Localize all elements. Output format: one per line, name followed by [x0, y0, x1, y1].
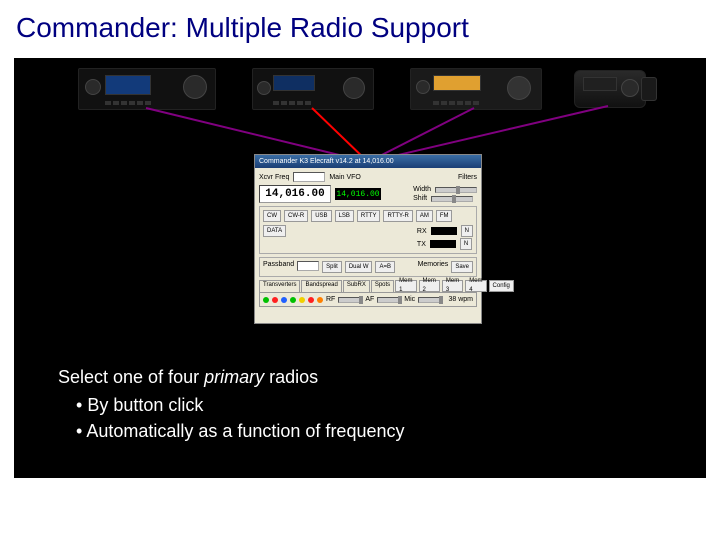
tx-field[interactable]: [430, 240, 456, 248]
led-red-2: [308, 297, 314, 303]
radio-4-knob: [621, 79, 639, 97]
mode-button[interactable]: USB: [311, 210, 331, 222]
rx-field[interactable]: [431, 227, 457, 235]
xcvr-freq-label: Xcvr Freq: [259, 174, 289, 181]
caption-bullets: By button click Automatically as a funct…: [76, 392, 405, 444]
n-button-2[interactable]: N: [460, 238, 472, 250]
radio-1-tuning-knob: [183, 75, 207, 99]
radio-4-mic: [641, 77, 657, 101]
mode-button[interactable]: RTTY: [357, 210, 381, 222]
width-slider[interactable]: [435, 187, 477, 193]
commander-window: Commander K3 Elecraft v14.2 at 14,016.00…: [254, 154, 482, 324]
ab-button[interactable]: A=B: [375, 261, 395, 273]
mem-button-2[interactable]: Mem 2: [419, 280, 440, 292]
caption-em: primary: [204, 367, 264, 387]
passband-label: Passband: [263, 261, 294, 273]
filters-label: Filters: [458, 174, 477, 181]
caption: Select one of four primary radios By but…: [58, 364, 405, 444]
shift-label: Shift: [413, 195, 427, 202]
slide-title: Commander: Multiple Radio Support: [16, 12, 469, 44]
radio-2: [252, 68, 374, 110]
slide: Commander: Multiple Radio Support: [0, 0, 720, 540]
radio-2-screen: [273, 75, 315, 91]
radio-3-screen: [433, 75, 481, 91]
config-button[interactable]: Config: [489, 280, 514, 292]
mode-button[interactable]: RTTY-R: [383, 210, 412, 222]
memories-label: Memories: [418, 261, 449, 273]
vfo-panel: Passband Split Dual W A=B Memories Save: [259, 257, 477, 277]
dual-button[interactable]: Dual W: [345, 261, 373, 273]
caption-bullet-1: By button click: [76, 392, 405, 418]
tx-label: TX: [417, 241, 426, 248]
af-label: AF: [365, 296, 374, 303]
radio-1-screen: [105, 75, 151, 95]
led-green: [263, 297, 269, 303]
led-blue: [281, 297, 287, 303]
xcvr-freq-field[interactable]: [293, 172, 325, 182]
rx-label: RX: [417, 228, 427, 235]
led-yellow: [299, 297, 305, 303]
radio-1-buttons: [105, 101, 151, 105]
radio-2-buttons: [273, 101, 311, 105]
radio-1-knob: [85, 79, 101, 95]
radio-4-screen: [583, 77, 617, 91]
split-button[interactable]: Split: [322, 261, 342, 273]
radio-1: [78, 68, 216, 110]
mode-button[interactable]: FM: [436, 210, 453, 222]
mic-label: Mic: [404, 296, 415, 303]
mem-button-4[interactable]: Mem 4: [465, 280, 486, 292]
mem-button-3[interactable]: Mem 3: [442, 280, 463, 292]
main-vfo-label: Main VFO: [329, 174, 361, 181]
radio-2-tuning-knob: [343, 77, 365, 99]
mode-button[interactable]: CW-R: [284, 210, 308, 222]
bottom-panel: RF AF Mic 38 wpm: [259, 292, 477, 307]
caption-post: radios: [264, 367, 318, 387]
commander-titlebar: Commander K3 Elecraft v14.2 at 14,016.00: [255, 155, 481, 168]
mode-button[interactable]: AM: [416, 210, 433, 222]
tab-subrx[interactable]: SubRX: [343, 280, 370, 292]
wpm-label: 38 wpm: [448, 296, 473, 303]
radio-3-buttons: [433, 101, 479, 105]
shift-slider[interactable]: [431, 196, 473, 202]
mode-button[interactable]: DATA: [263, 225, 286, 237]
main-frequency-display[interactable]: 14,016.00: [259, 185, 331, 203]
rf-label: RF: [326, 296, 335, 303]
tab-spots[interactable]: Spots: [371, 280, 394, 292]
mem-button-1[interactable]: Mem 1: [395, 280, 416, 292]
mode-panel: CW CW-R USB LSB RTTY RTTY-R AM FM DATA R…: [259, 206, 477, 254]
led-red: [272, 297, 278, 303]
led-green-2: [290, 297, 296, 303]
mic-slider[interactable]: [418, 297, 442, 303]
sub-frequency-display: 14,016.00: [335, 188, 381, 200]
caption-pre: Select one of four: [58, 367, 204, 387]
caption-line-1: Select one of four primary radios: [58, 364, 405, 390]
led-orange: [317, 297, 323, 303]
tab-row: Transverters Bandspread SubRX Spots Mem …: [259, 280, 477, 292]
caption-bullet-2: Automatically as a function of frequency: [76, 418, 405, 444]
radio-3-tuning-knob: [507, 76, 531, 100]
content-area: Commander K3 Elecraft v14.2 at 14,016.00…: [14, 58, 706, 478]
radio-3: [410, 68, 542, 110]
commander-body: Xcvr Freq Main VFO Filters 14,016.00 14,…: [255, 168, 481, 323]
radio-4: [574, 70, 646, 108]
radio-3-knob: [416, 80, 430, 94]
n-button[interactable]: N: [461, 225, 473, 237]
mode-button[interactable]: CW: [263, 210, 281, 222]
passband-field[interactable]: [297, 261, 319, 271]
save-button[interactable]: Save: [451, 261, 473, 273]
tab-transverters[interactable]: Transverters: [259, 280, 300, 292]
width-label: Width: [413, 186, 431, 193]
rf-slider[interactable]: [338, 297, 362, 303]
af-slider[interactable]: [377, 297, 401, 303]
radio-2-knob: [257, 81, 271, 95]
mode-button[interactable]: LSB: [335, 210, 354, 222]
tab-bandspread[interactable]: Bandspread: [301, 280, 341, 292]
